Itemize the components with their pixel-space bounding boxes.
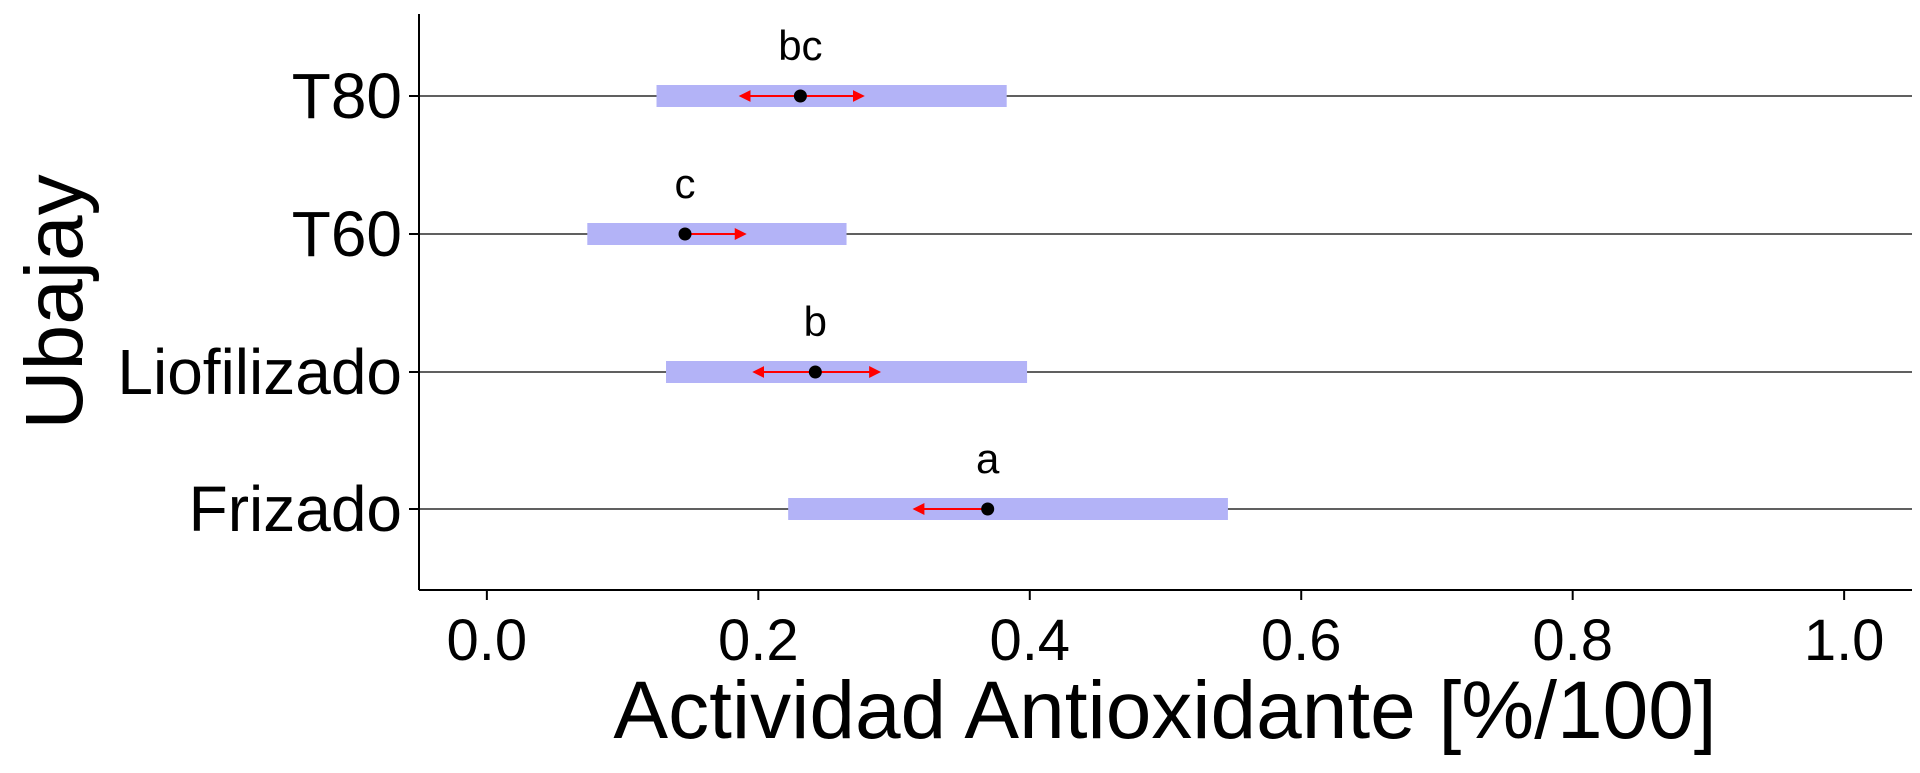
x-tick-label: 0.8 [1532, 608, 1613, 673]
y-category-label: Frizado [189, 473, 402, 545]
x-tick-label: 0.6 [1261, 608, 1342, 673]
y-category-label: T80 [292, 60, 402, 132]
confidence-interval-band [788, 498, 1228, 520]
estimate-point [678, 227, 692, 241]
y-axis-title: Ubajay [9, 174, 100, 429]
estimate-point [808, 365, 822, 379]
group-letter-label: bc [778, 22, 822, 69]
y-category-label: T60 [292, 198, 402, 270]
estimate-point [981, 502, 995, 516]
plot-area: bc c b a [419, 22, 1912, 520]
x-tick-label: 0.0 [447, 608, 528, 673]
group-letter-label: b [804, 298, 827, 345]
x-axis-title: Actividad Antioxidante [%/100] [613, 665, 1716, 756]
group-letter-label: c [675, 160, 696, 207]
estimate-point [793, 89, 807, 103]
group-letter-label: a [976, 435, 1000, 482]
x-tick-label: 0.2 [718, 608, 799, 673]
x-tick-label: 1.0 [1804, 608, 1885, 673]
x-axis-ticks: 0.0 0.2 0.4 0.6 0.8 1.0 [447, 590, 1885, 673]
x-tick-label: 0.4 [989, 608, 1070, 673]
y-axis-ticks: T80 T60 Liofilizado Frizado [117, 60, 419, 545]
y-category-label: Liofilizado [117, 336, 402, 408]
